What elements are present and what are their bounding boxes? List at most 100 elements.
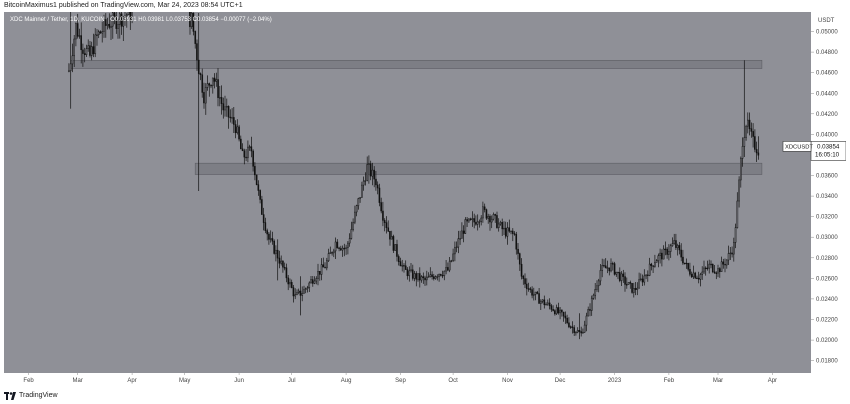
candle-body	[283, 267, 286, 269]
candle-body	[438, 274, 440, 277]
candle-body	[733, 242, 735, 255]
candle-body	[736, 200, 739, 228]
tradingview-logo-icon	[4, 391, 16, 400]
candle-body	[275, 249, 277, 254]
candle-body	[445, 267, 447, 272]
candle-body	[568, 322, 570, 328]
candle-body	[573, 327, 575, 333]
candle-body	[306, 287, 309, 289]
candle-body	[248, 146, 251, 148]
candle-body	[510, 230, 512, 233]
x-tick-label: Feb	[23, 378, 34, 384]
candle-body	[478, 221, 481, 223]
candle-body	[327, 253, 330, 262]
candle-body	[289, 282, 291, 285]
candle-body	[571, 326, 574, 328]
candle-body	[301, 293, 304, 296]
candle-body	[673, 240, 675, 244]
plot-background[interactable]	[4, 12, 811, 373]
candle-body	[713, 271, 716, 274]
candle-body	[415, 273, 418, 280]
candle-body	[569, 326, 572, 328]
candle-body	[194, 31, 197, 44]
candle-body	[189, 12, 191, 28]
candle-body	[255, 174, 258, 185]
candle-body	[118, 13, 121, 25]
candle-body	[580, 331, 582, 334]
candle-body	[285, 267, 288, 279]
x-tick-label: Mar	[713, 378, 723, 384]
candle-body	[380, 202, 382, 212]
candle-body	[469, 218, 472, 220]
candle-body	[687, 263, 689, 270]
candle-body	[287, 277, 290, 285]
candle-body	[601, 265, 604, 271]
candle-body	[229, 116, 232, 119]
candle-body	[192, 12, 195, 32]
chart-area[interactable]: 0.05000 0.04800 0.04600 0.04400 0.04200 0.040…	[4, 12, 846, 386]
candle-body	[313, 280, 316, 284]
candle-body	[282, 260, 284, 268]
candle-body	[522, 276, 525, 279]
candle-body	[433, 276, 435, 279]
x-tick-label: Feb	[664, 378, 675, 384]
candle-body	[689, 269, 691, 275]
candle-body	[715, 272, 718, 274]
candle-body	[499, 222, 502, 225]
candle-body	[326, 260, 328, 269]
y-tick-label: 0.04000	[816, 132, 838, 138]
candle-body	[406, 269, 409, 277]
candle-body	[534, 291, 537, 295]
candle-body	[315, 278, 318, 282]
candle-body	[333, 250, 335, 254]
candle-body	[550, 305, 553, 310]
candle-body	[68, 70, 70, 72]
candle-body	[490, 218, 493, 223]
candle-body	[403, 265, 405, 267]
candle-body	[752, 131, 754, 137]
candle-body	[204, 87, 207, 104]
candle-body	[489, 216, 491, 223]
candle-body	[561, 309, 563, 313]
candle-body	[222, 103, 225, 111]
candle-body	[108, 23, 111, 28]
candle-body	[590, 297, 593, 311]
candle-body	[299, 290, 302, 296]
candle-body	[694, 272, 697, 279]
candle-body	[97, 31, 100, 36]
candle-body	[231, 117, 233, 119]
candle-body	[362, 180, 365, 186]
resistance-zone[interactable]	[70, 59, 763, 69]
candle-body	[676, 245, 679, 249]
resistance-zone[interactable]	[194, 162, 763, 175]
candle-body	[452, 253, 454, 261]
candle-body	[610, 263, 612, 272]
candle-body	[587, 309, 589, 317]
candle-body	[648, 263, 651, 276]
candle-body	[373, 169, 375, 180]
candle-body	[615, 271, 618, 275]
price-chart[interactable]: 0.05000 0.04800 0.04600 0.04400 0.04200 0.040…	[4, 12, 846, 386]
candle-body	[443, 270, 446, 276]
candle-body	[717, 268, 719, 274]
candle-body	[666, 248, 668, 255]
x-tick-label: Oct	[448, 378, 458, 384]
candle-body	[294, 294, 297, 297]
symbol-tag-text: XDCUSDT	[785, 144, 813, 150]
candle-body	[217, 79, 219, 98]
candle-body	[538, 293, 540, 304]
candle-body	[201, 74, 204, 93]
candle-body	[661, 252, 663, 260]
candle-body	[741, 146, 744, 159]
candle-body	[348, 238, 351, 244]
candle-body	[124, 15, 126, 18]
candle-body	[197, 59, 200, 74]
candle-body	[640, 278, 642, 280]
candle-body	[269, 238, 272, 240]
candle-body	[297, 290, 300, 293]
candle-body	[506, 227, 509, 237]
candle-body	[94, 34, 97, 55]
candle-body	[120, 13, 123, 27]
candle-body	[264, 222, 267, 231]
candle-body	[413, 273, 416, 279]
